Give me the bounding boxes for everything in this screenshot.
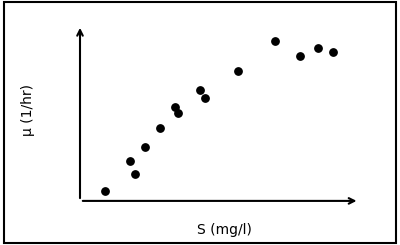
Point	[297, 54, 304, 58]
Text: S (mg/l): S (mg/l)	[196, 223, 252, 237]
Point	[234, 69, 241, 73]
Point	[157, 126, 163, 130]
Point	[202, 96, 208, 100]
Point	[172, 105, 178, 109]
Point	[142, 146, 148, 149]
Text: μ (1/hr): μ (1/hr)	[21, 84, 35, 136]
Point	[330, 50, 336, 54]
Point	[102, 189, 108, 193]
Point	[197, 88, 204, 92]
Point	[272, 39, 278, 43]
Point	[127, 159, 133, 163]
Point	[132, 172, 138, 176]
Point	[315, 46, 321, 50]
Point	[174, 111, 181, 115]
